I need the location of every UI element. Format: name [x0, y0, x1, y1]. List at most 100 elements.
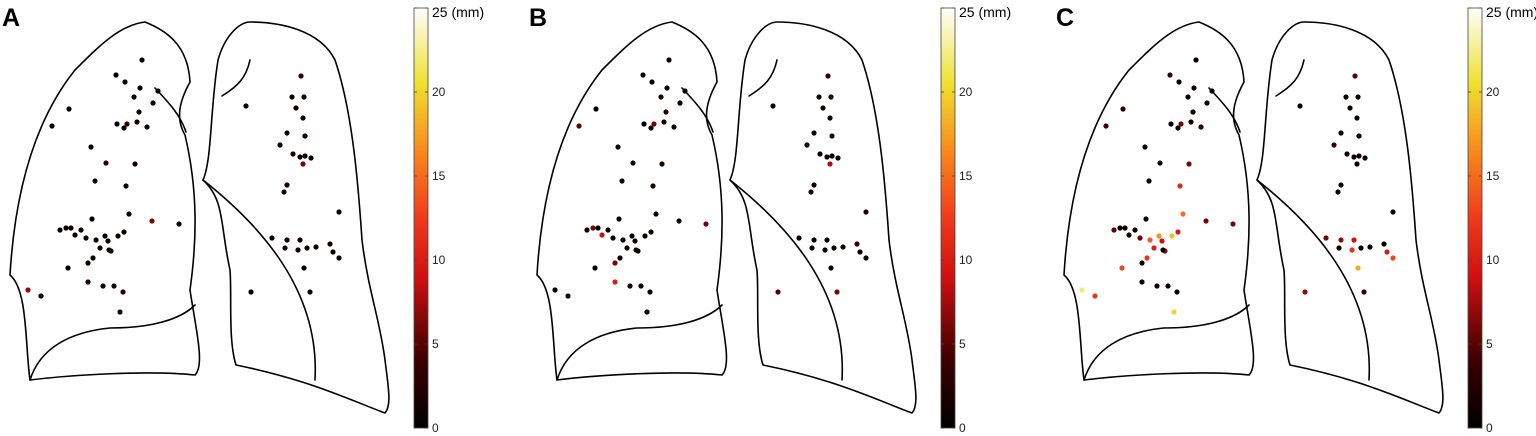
left-lung-nodule-point: [808, 189, 814, 195]
colorbar-tick-label: 20: [432, 85, 446, 99]
right-lung-nodule-point: [612, 279, 618, 285]
left-lung-nodule-point: [281, 189, 287, 195]
colorbar-gradient: [1468, 8, 1482, 428]
left-lung-nodule-point: [1367, 244, 1373, 250]
right-lung-nodule-point: [93, 237, 99, 243]
right-lung-nodule-point: [1132, 227, 1138, 233]
right-lung-nodule-point: [122, 79, 128, 85]
colorbar-tick-label: 0: [432, 421, 439, 435]
right-lung-nodule-point: [661, 119, 667, 125]
left-lung-nodule-point: [816, 94, 822, 100]
left-lung-nodule-point: [817, 151, 823, 157]
colorbar-tick-label: 10: [432, 253, 446, 267]
right-lung-nodule-point: [653, 211, 659, 217]
left-lung-nodule-point: [1362, 155, 1368, 161]
right-lung-nodule-point: [1146, 178, 1152, 184]
left-lung-nodule-point: [1352, 73, 1358, 79]
right-lung-nodule-point: [1165, 283, 1171, 289]
left-lung-nodule-point: [1355, 265, 1361, 271]
left-lung-nodule-point: [1338, 237, 1344, 243]
right-lung-nodule-point: [593, 106, 599, 112]
right-lung-nodule-point: [88, 144, 94, 150]
right-lung-nodule-point: [1204, 100, 1210, 106]
left-lung-nodule-point: [809, 245, 815, 251]
right-lung-nodule-point: [677, 100, 683, 106]
left-lung-nodule-point: [854, 241, 860, 247]
right-lung-nodule-point: [642, 233, 648, 239]
panel-b: B 0 5 10 15 20 25 (mm): [529, 4, 1011, 435]
colorbar-gradient: [941, 8, 955, 428]
left-lung-nodule-point: [804, 142, 810, 148]
lung-outline: [9, 21, 390, 414]
right-lung-nodule-point: [1147, 237, 1153, 243]
left-lung-nodule-point: [327, 241, 333, 247]
right-lung-nodule-point: [619, 178, 625, 184]
right-lung-nodule-point: [552, 287, 558, 293]
colorbar-frame: [1467, 7, 1483, 429]
right-lung-nodule-point: [105, 238, 111, 244]
left-lung-nodule-point: [301, 94, 307, 100]
right-lung-nodule-point: [610, 235, 616, 241]
right-lung-nodule-point: [106, 247, 112, 253]
left-lung-nodule-point: [835, 155, 841, 161]
left-lung-nodule-point: [269, 235, 275, 241]
left-lung-nodule-point: [825, 73, 831, 79]
left-lung-nodule-point: [336, 255, 342, 261]
colorbar-tick-label: 5: [1486, 337, 1493, 351]
left-lung-nodule-point: [313, 244, 319, 250]
right-lung-nodule-point: [1142, 144, 1148, 150]
left-lung-nodule-point: [1336, 245, 1342, 251]
left-lung-nodule-point: [300, 161, 306, 167]
right-lung-nodule-point: [102, 233, 108, 239]
right-lung-nodule-point: [1185, 94, 1191, 100]
left-lung-nodule-point: [811, 237, 817, 243]
right-lung-nodule-point: [648, 229, 654, 235]
colorbar-tick-label: 20: [1486, 85, 1500, 99]
right-lung-nodule-point: [57, 227, 63, 233]
right-lung-nodule-point: [629, 233, 635, 239]
left-lung-nodule-point: [1358, 245, 1364, 251]
right-lung-nodule-point: [1193, 57, 1199, 63]
left-lung-nodule-point: [282, 245, 288, 251]
right-lung-nodule-point: [666, 57, 672, 63]
panel-label: A: [2, 4, 20, 32]
left-lung-nodule-point: [1323, 235, 1329, 241]
colorbar-gradient: [414, 8, 428, 428]
right-lung-nodule-point: [617, 255, 623, 261]
right-lung-nodule-point: [1167, 72, 1173, 78]
right-lung-nodule-point: [85, 260, 91, 266]
colorbar-tick-label: 0: [1486, 421, 1493, 435]
right-lung-nodule-point: [1111, 227, 1117, 233]
left-lung-nodule-point: [770, 103, 776, 109]
right-lung-nodule-point: [121, 125, 127, 131]
right-lung-nodule-point: [1169, 233, 1175, 239]
left-lung-nodule-point: [1302, 289, 1308, 295]
right-lung-nodule-point: [592, 265, 598, 271]
left-lung-nodule-point: [1356, 153, 1362, 159]
right-lung-nodule-point: [126, 211, 132, 217]
right-lung-nodule-point: [1103, 123, 1109, 129]
right-lung-nodule-point: [1175, 125, 1181, 131]
right-lung-nodule-point: [599, 232, 605, 238]
right-lung-nodule-point: [176, 221, 182, 227]
right-lung-nodule-point: [650, 183, 656, 189]
right-lung-nodule-point: [136, 109, 142, 115]
left-lung-nodule-point: [1356, 133, 1362, 139]
right-lung-nodule-point: [1144, 255, 1150, 261]
right-lung-nodule-point: [1160, 247, 1166, 253]
right-lung-nodule-point: [1139, 279, 1145, 285]
right-lung-nodule-point: [1151, 245, 1157, 251]
left-lung-nodule-point: [831, 245, 837, 251]
lung-outline: [1063, 21, 1444, 414]
left-lung-nodule-point: [1390, 255, 1396, 261]
right-lung-nodule-point: [633, 247, 639, 253]
right-lung-nodule-point: [38, 293, 44, 299]
right-lung-nodule-point: [1174, 289, 1180, 295]
left-lung-nodule-point: [829, 133, 835, 139]
panel-label: C: [1056, 4, 1074, 32]
right-lung-nodule-point: [132, 161, 138, 167]
right-lung-nodule-point: [651, 121, 657, 127]
left-lung-nodule-point: [308, 155, 314, 161]
right-lung-nodule-point: [632, 238, 638, 244]
